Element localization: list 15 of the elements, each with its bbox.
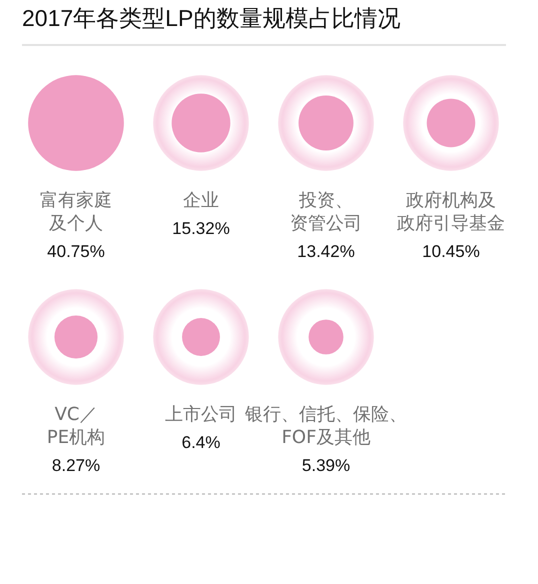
- category-label: 投资、资管公司: [290, 190, 362, 234]
- category-label: 银行、信托、保险、FOF及其他: [244, 404, 407, 448]
- data-label: 40.75%: [47, 242, 105, 261]
- category-label: VC／PE机构: [46, 404, 106, 448]
- text: 2017年各类型LP的数量规模占比情况: [22, 5, 400, 31]
- category-label: 企业: [183, 190, 219, 211]
- category-label: 上市公司: [165, 404, 237, 425]
- data-label: 5.39%: [302, 456, 350, 475]
- data-label: 6.4%: [182, 433, 220, 452]
- category-label: 政府机构及政府引导基金: [397, 190, 505, 234]
- data-label: 13.42%: [297, 242, 355, 261]
- data-label: 10.45%: [422, 242, 480, 261]
- category-label: 富有家庭及个人: [40, 190, 112, 234]
- data-label: 8.27%: [52, 456, 100, 475]
- data-label: 15.32%: [172, 219, 230, 238]
